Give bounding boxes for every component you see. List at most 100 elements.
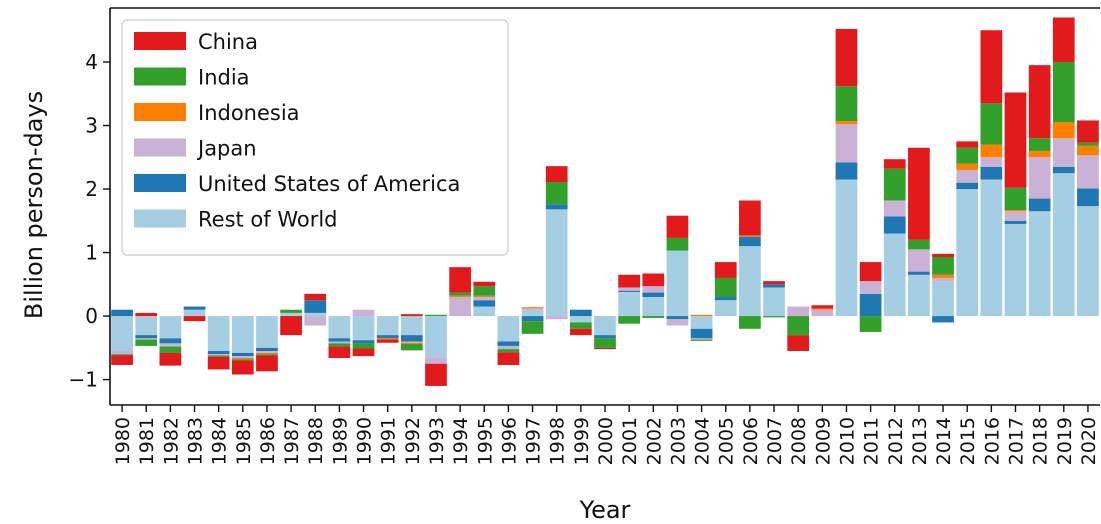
bar-india-1995: [473, 286, 496, 296]
bar-united-states-of-america-1981: [135, 335, 158, 339]
x-tick-label-1992: 1992: [402, 417, 424, 465]
bar-indonesia-1992: [400, 342, 423, 345]
bar-united-states-of-america-2000: [594, 335, 616, 339]
bar-japan-1981: [135, 338, 158, 340]
bar-japan-1993: [425, 357, 447, 364]
bar-china-2017: [1004, 92, 1027, 188]
bar-india-2006: [739, 316, 761, 329]
bar-japan-2002: [642, 286, 665, 293]
bar-china-1991: [376, 339, 399, 343]
bar-china-2013: [908, 147, 930, 240]
bar-china-1984: [207, 356, 230, 370]
bar-china-2007: [763, 281, 785, 285]
x-tick-label-1993: 1993: [426, 417, 448, 465]
bar-china-1988: [304, 293, 327, 301]
y-axis-label: Billion person-days: [20, 91, 48, 319]
bar-rest-of-world-2020: [1077, 206, 1099, 317]
x-tick-label-2019: 2019: [1054, 417, 1076, 465]
bar-china-2015: [956, 141, 979, 148]
bar-united-states-of-america-2014: [932, 316, 954, 323]
x-tick-label-1989: 1989: [329, 417, 351, 465]
bar-united-states-of-america-2011: [859, 293, 882, 317]
bar-india-2017: [1004, 187, 1027, 210]
bar-china-2018: [1028, 65, 1051, 139]
y-tick-label: 2: [85, 177, 98, 201]
bar-united-states-of-america-2016: [980, 166, 1003, 180]
x-tick-label-1991: 1991: [378, 417, 400, 465]
legend-swatch-india: [134, 67, 186, 86]
legend-label-india: India: [198, 66, 250, 90]
x-tick-label-1990: 1990: [354, 417, 376, 465]
x-axis-label: Year: [579, 496, 631, 524]
bar-united-states-of-america-1991: [376, 335, 399, 339]
bar-china-1993: [425, 363, 447, 386]
x-tick-label-1995: 1995: [474, 417, 496, 465]
bar-rest-of-world-1998: [545, 209, 568, 317]
bar-united-states-of-america-2001: [618, 290, 641, 292]
x-tick-label-2017: 2017: [1005, 417, 1027, 465]
bar-indonesia-2009: [811, 308, 834, 310]
legend-swatch-japan: [134, 138, 186, 157]
x-tick-label-2007: 2007: [764, 417, 786, 465]
bar-rest-of-world-1986: [256, 316, 278, 348]
legend-label-rest-of-world: Rest of World: [198, 208, 338, 232]
bar-japan-1995: [473, 297, 496, 301]
legend-swatch-united-states-of-america: [134, 174, 186, 192]
bar-japan-1996: [497, 345, 520, 350]
bar-united-states-of-america-1984: [207, 351, 230, 355]
bar-united-states-of-america-2012: [883, 216, 906, 234]
legend-label-united-states-of-america: United States of America: [198, 172, 460, 196]
x-tick-label-1994: 1994: [450, 417, 472, 465]
bar-india-2003: [666, 237, 689, 251]
bar-india-1990: [352, 343, 375, 349]
bar-china-2014: [932, 253, 954, 257]
bar-india-2019: [1052, 61, 1075, 123]
bar-united-states-of-america-2010: [835, 162, 858, 180]
bar-rest-of-world-1988: [304, 312, 327, 317]
y-tick-label: 4: [85, 50, 98, 74]
bar-china-1987: [280, 316, 302, 336]
bar-japan-1990: [352, 309, 375, 317]
y-tick-label: −1: [69, 368, 98, 392]
bar-rest-of-world-1989: [328, 316, 351, 339]
x-tick-label-1982: 1982: [160, 417, 182, 465]
bar-china-1980: [111, 355, 133, 365]
bar-united-states-of-america-2020: [1077, 188, 1099, 207]
bar-united-states-of-america-2006: [739, 236, 761, 247]
bar-rest-of-world-2012: [883, 233, 906, 317]
bar-japan-2004: [690, 338, 713, 340]
bar-united-states-of-america-2003: [666, 316, 689, 320]
bar-india-2018: [1028, 138, 1051, 151]
bar-india-1986: [256, 354, 278, 356]
bar-japan-2001: [618, 287, 641, 291]
bar-japan-2003: [666, 319, 689, 326]
x-tick-label-2016: 2016: [981, 417, 1003, 465]
bar-india-2011: [859, 316, 882, 332]
bar-japan-1998: [545, 316, 568, 320]
bar-india-1999: [569, 322, 592, 329]
bar-united-states-of-america-1999: [569, 309, 592, 317]
x-tick-label-1980: 1980: [112, 417, 134, 465]
bar-china-2016: [980, 30, 1003, 104]
bar-indonesia-2018: [1028, 150, 1051, 158]
bar-india-2010: [835, 86, 858, 122]
bar-rest-of-world-1993: [425, 316, 447, 358]
bar-indonesia-2015: [956, 163, 979, 170]
bar-india-2012: [883, 168, 906, 201]
x-tick-label-1997: 1997: [523, 417, 545, 465]
bar-japan-2020: [1077, 155, 1099, 189]
x-tick-label-2020: 2020: [1078, 417, 1100, 465]
bar-rest-of-world-1985: [231, 316, 254, 353]
bar-japan-2019: [1052, 138, 1075, 167]
bar-united-states-of-america-2004: [690, 328, 713, 339]
bar-japan-2015: [956, 169, 979, 183]
bar-rest-of-world-2010: [835, 179, 858, 317]
bar-japan-1980: [111, 351, 133, 355]
legend-box: [121, 19, 509, 256]
bar-india-2008: [787, 316, 810, 336]
bar-indonesia-1997: [521, 307, 544, 309]
bar-rest-of-world-1996: [497, 316, 520, 342]
bar-japan-2017: [1004, 211, 1027, 221]
bar-china-2001: [618, 274, 641, 288]
